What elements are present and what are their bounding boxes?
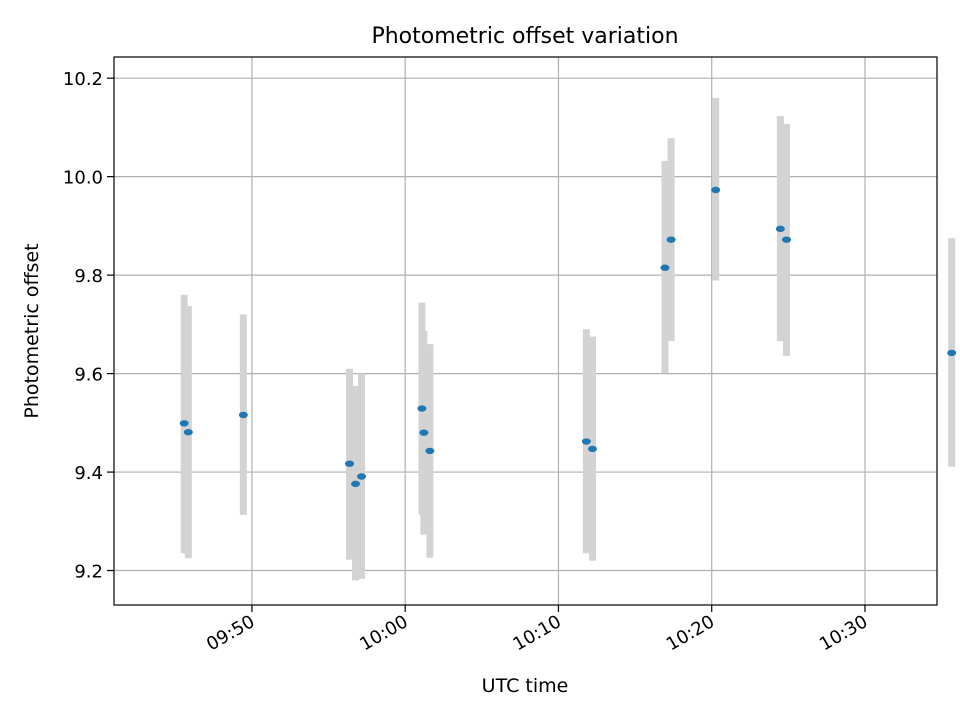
data-point — [581, 438, 591, 445]
data-point — [947, 349, 957, 357]
data-points — [179, 186, 957, 488]
data-point — [179, 420, 189, 427]
data-point — [775, 225, 785, 233]
data-point — [711, 186, 721, 194]
data-point — [357, 473, 367, 480]
data-point — [351, 480, 361, 488]
data-point — [660, 264, 670, 271]
y-tick-label: 9.6 — [74, 365, 103, 386]
y-tick-label: 10.2 — [63, 69, 103, 90]
data-point — [666, 236, 676, 243]
x-axis-label: UTC time — [482, 675, 569, 697]
data-point — [781, 236, 791, 243]
y-axis-ticks: 9.2 9.4 9.6 9.8 10.0 10.2 — [63, 69, 114, 583]
data-point — [419, 429, 429, 436]
plot-frame — [113, 56, 938, 606]
grid-lines — [114, 57, 937, 605]
y-tick-label: 9.2 — [74, 562, 103, 583]
y-tick-label: 9.4 — [74, 463, 103, 484]
data-point — [425, 447, 435, 455]
y-tick-label: 9.8 — [74, 266, 103, 287]
data-point — [587, 445, 597, 453]
data-point — [238, 411, 248, 419]
chart-title: Photometric offset variation — [371, 24, 678, 49]
data-point — [345, 460, 355, 467]
y-tick-label: 10.0 — [63, 168, 103, 189]
y-axis-label: Photometric offset — [21, 243, 43, 418]
data-point — [183, 428, 193, 436]
data-point — [417, 405, 427, 412]
